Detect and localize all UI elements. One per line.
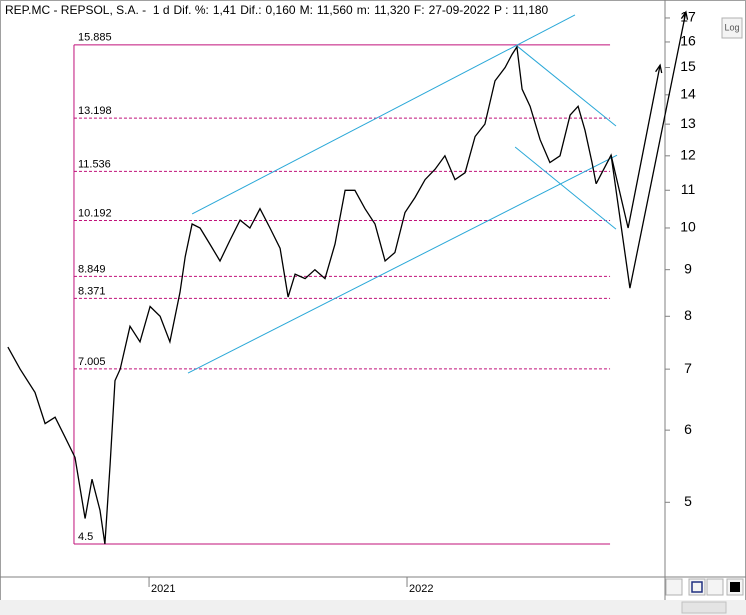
y-tick-label: 10	[680, 219, 696, 235]
forecast-arrowhead	[680, 10, 689, 20]
scroll-thumb[interactable]	[681, 601, 727, 614]
header-text: F:	[414, 3, 425, 17]
trend-line	[187, 154, 618, 374]
price-line	[7, 45, 597, 545]
y-tick-label: 7	[684, 360, 692, 376]
header-text: 11,320	[374, 3, 410, 17]
log-button-label: Log	[724, 22, 739, 32]
forecast-line	[595, 65, 661, 229]
color-swatch	[730, 582, 740, 592]
y-tick-label: 5	[684, 493, 692, 509]
y-tick-label: 8	[684, 307, 692, 323]
header-text: m:	[357, 3, 370, 17]
x-tick-label: 2022	[409, 583, 433, 595]
y-tick-label: 16	[680, 33, 696, 49]
toolbar-button[interactable]	[665, 578, 683, 596]
scrollbar[interactable]	[0, 600, 746, 615]
header-text: Dif. %:	[174, 3, 209, 17]
level-label: 15.885	[78, 32, 112, 44]
level-label: 8.849	[78, 263, 106, 275]
x-tick-label: 2021	[151, 583, 175, 595]
trend-line	[516, 45, 617, 127]
y-tick-label: 15	[680, 58, 696, 74]
level-label: 8.371	[78, 285, 106, 297]
save-icon	[691, 581, 703, 593]
header-text: P :	[494, 3, 508, 17]
level-label: 4.5	[78, 531, 93, 543]
header-text: 27-09-2022	[429, 3, 491, 17]
header-text: 0,160	[266, 3, 296, 17]
y-tick-label: 9	[684, 260, 692, 276]
y-tick-label: 14	[680, 86, 696, 102]
y-tick-label: 13	[680, 115, 696, 131]
level-label: 13.198	[78, 105, 112, 117]
pin-button[interactable]	[706, 578, 724, 596]
plot: 15.885 13.198 11.536 10.192 8.849 8.371 7.005 4…	[7, 14, 618, 545]
header-text: REP.MC - REPSOL, S.A. - 1 d	[5, 3, 170, 17]
header-text: 11,560	[317, 3, 353, 17]
level-label: 11.536	[78, 158, 111, 170]
trend-line	[514, 146, 617, 230]
header-text: M:	[300, 3, 313, 17]
header: REP.MC - REPSOL, S.A. - 1 d Dif. %: 1,41 Di…	[2, 3, 555, 19]
y-tick-label: 12	[680, 147, 696, 163]
level-label: 10.192	[78, 207, 112, 219]
forecast-line	[610, 11, 687, 289]
level-label: 7.005	[78, 356, 106, 368]
forecast-arrowhead	[655, 63, 663, 74]
trend-line	[191, 14, 576, 215]
y-tick-label: 6	[684, 421, 692, 437]
header-text: Dif.:	[240, 3, 261, 17]
header-text: 1,41	[213, 3, 237, 17]
header-text: 11,180	[512, 3, 548, 17]
log-button[interactable]	[721, 17, 743, 39]
save-button[interactable]	[688, 578, 706, 596]
header-background	[2, 3, 555, 19]
y-tick-label: 11	[681, 181, 696, 197]
